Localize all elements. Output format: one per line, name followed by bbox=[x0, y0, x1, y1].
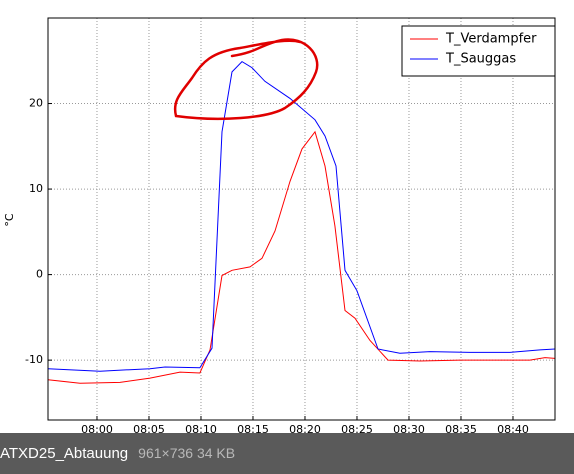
y-tick-label: 10 bbox=[29, 182, 43, 195]
data-line bbox=[47, 130, 556, 384]
x-tick-label: 08:30 bbox=[393, 423, 425, 433]
file-name: ATXD25_Abtauung bbox=[0, 445, 129, 462]
plot-area bbox=[48, 18, 555, 420]
file-info: 961×736 34 KB bbox=[138, 445, 236, 461]
x-tick-label: 08:25 bbox=[341, 423, 373, 433]
plot-frame bbox=[47, 17, 556, 421]
legend-label: T_Verdampfer bbox=[445, 32, 537, 47]
y-axis-label: °C bbox=[3, 213, 16, 227]
y-tick-label: -10 bbox=[25, 353, 43, 366]
data-line bbox=[47, 60, 556, 372]
x-tick-label: 08:05 bbox=[133, 423, 165, 433]
legend-label: T_Sauggas bbox=[445, 52, 516, 67]
legend: T_Verdampfer T_Sauggas bbox=[401, 25, 556, 77]
x-tick-label: 08:15 bbox=[237, 423, 269, 433]
chart: °C -10 0 10 20 08:00 08:05 08:10 08:15 08:20 08:2… bbox=[3, 17, 556, 433]
x-tick-label: 08:35 bbox=[445, 423, 477, 433]
x-tick-label: 08:10 bbox=[185, 423, 217, 433]
legend-box bbox=[401, 25, 556, 77]
hand-drawn-annotation bbox=[173, 38, 319, 121]
y-tick-label: 20 bbox=[29, 97, 43, 110]
x-tick-label: 08:20 bbox=[289, 423, 321, 433]
y-tick-label: 0 bbox=[36, 268, 43, 281]
viewer-status-bar: ATXD25_Abtauung 961×736 34 KB bbox=[0, 433, 574, 474]
x-tick-label: 08:40 bbox=[497, 423, 529, 433]
x-tick-label: 08:00 bbox=[81, 423, 113, 433]
